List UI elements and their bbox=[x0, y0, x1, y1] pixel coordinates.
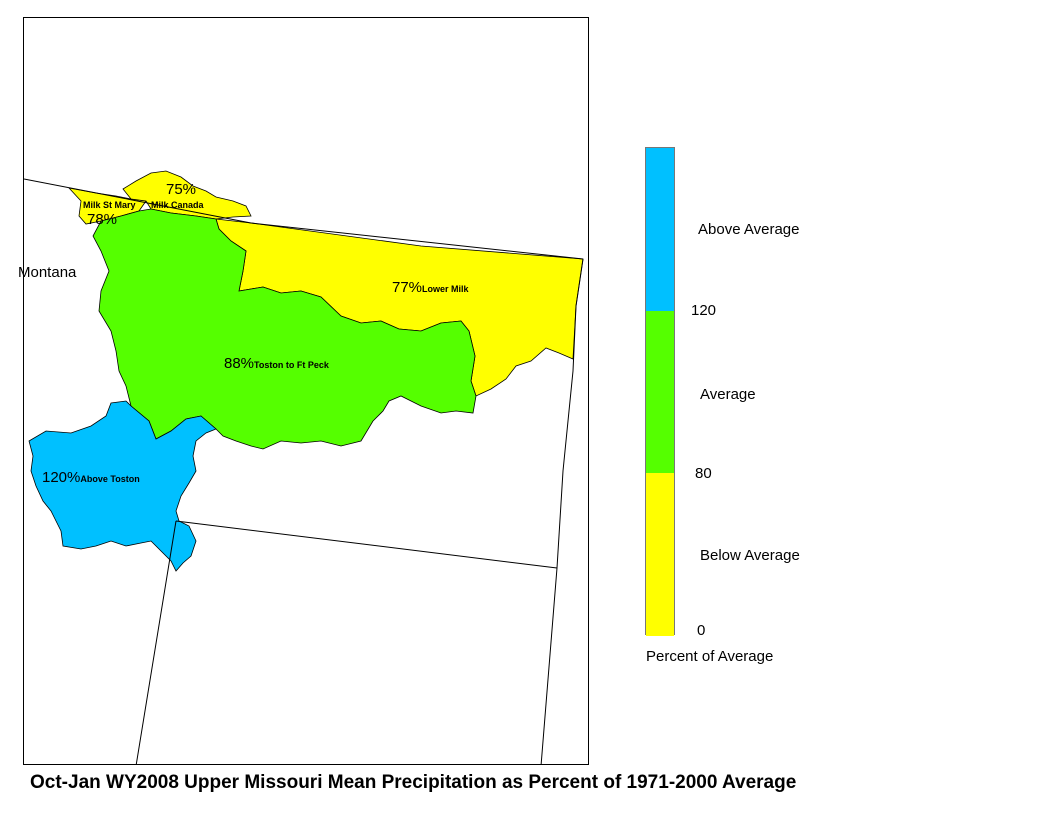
legend-label-below-average: Below Average bbox=[700, 547, 800, 564]
state-boundary-lines bbox=[24, 178, 584, 764]
legend-swatch-average bbox=[646, 311, 674, 473]
legend-swatch-below-average bbox=[646, 473, 674, 636]
basin-above-toston[interactable] bbox=[28, 400, 217, 572]
basin-label-milk-canada-pct: 75% bbox=[166, 181, 196, 198]
basin-label-toston-name: Toston to Ft Peck bbox=[254, 360, 330, 370]
basin-label-lower-milk: 77%Lower Milk bbox=[392, 279, 470, 296]
basin-label-toston-to-ft-peck: 88%Toston to Ft Peck bbox=[224, 355, 330, 372]
basin-label-milk-canada-name: Milk Canada bbox=[151, 200, 205, 210]
legend-color-bar bbox=[645, 147, 675, 636]
basin-label-above-toston-pct: 120% bbox=[42, 469, 80, 486]
legend-label-above-average: Above Average bbox=[698, 221, 800, 238]
basin-label-milk-st-mary-name: Milk St Mary bbox=[83, 200, 136, 210]
basin-label-lower-milk-pct: 77% bbox=[392, 279, 422, 296]
legend-tick-80: 80 bbox=[695, 465, 712, 482]
legend-label-average: Average bbox=[700, 386, 756, 403]
basin-label-toston-pct: 88% bbox=[224, 355, 254, 372]
map-frame: 75% Milk St Mary Milk Canada 78% 77%Lowe… bbox=[23, 17, 589, 765]
legend-tick-0: 0 bbox=[697, 622, 706, 639]
map-title: Oct-Jan WY2008 Upper Missouri Mean Preci… bbox=[30, 772, 797, 793]
state-label-montana: Montana bbox=[18, 264, 77, 281]
legend-swatch-above-average bbox=[646, 148, 674, 311]
basin-label-above-toston: 120%Above Toston bbox=[42, 469, 140, 486]
basin-map: 75% Milk St Mary Milk Canada 78% 77%Lowe… bbox=[24, 170, 584, 764]
legend-tick-120: 120 bbox=[691, 302, 717, 319]
basin-label-milk-st-mary-pct: 78% bbox=[87, 211, 117, 228]
basin-label-lower-milk-name: Lower Milk bbox=[422, 284, 470, 294]
basin-label-above-toston-name: Above Toston bbox=[80, 474, 139, 484]
legend-title: Percent of Average bbox=[646, 648, 774, 665]
